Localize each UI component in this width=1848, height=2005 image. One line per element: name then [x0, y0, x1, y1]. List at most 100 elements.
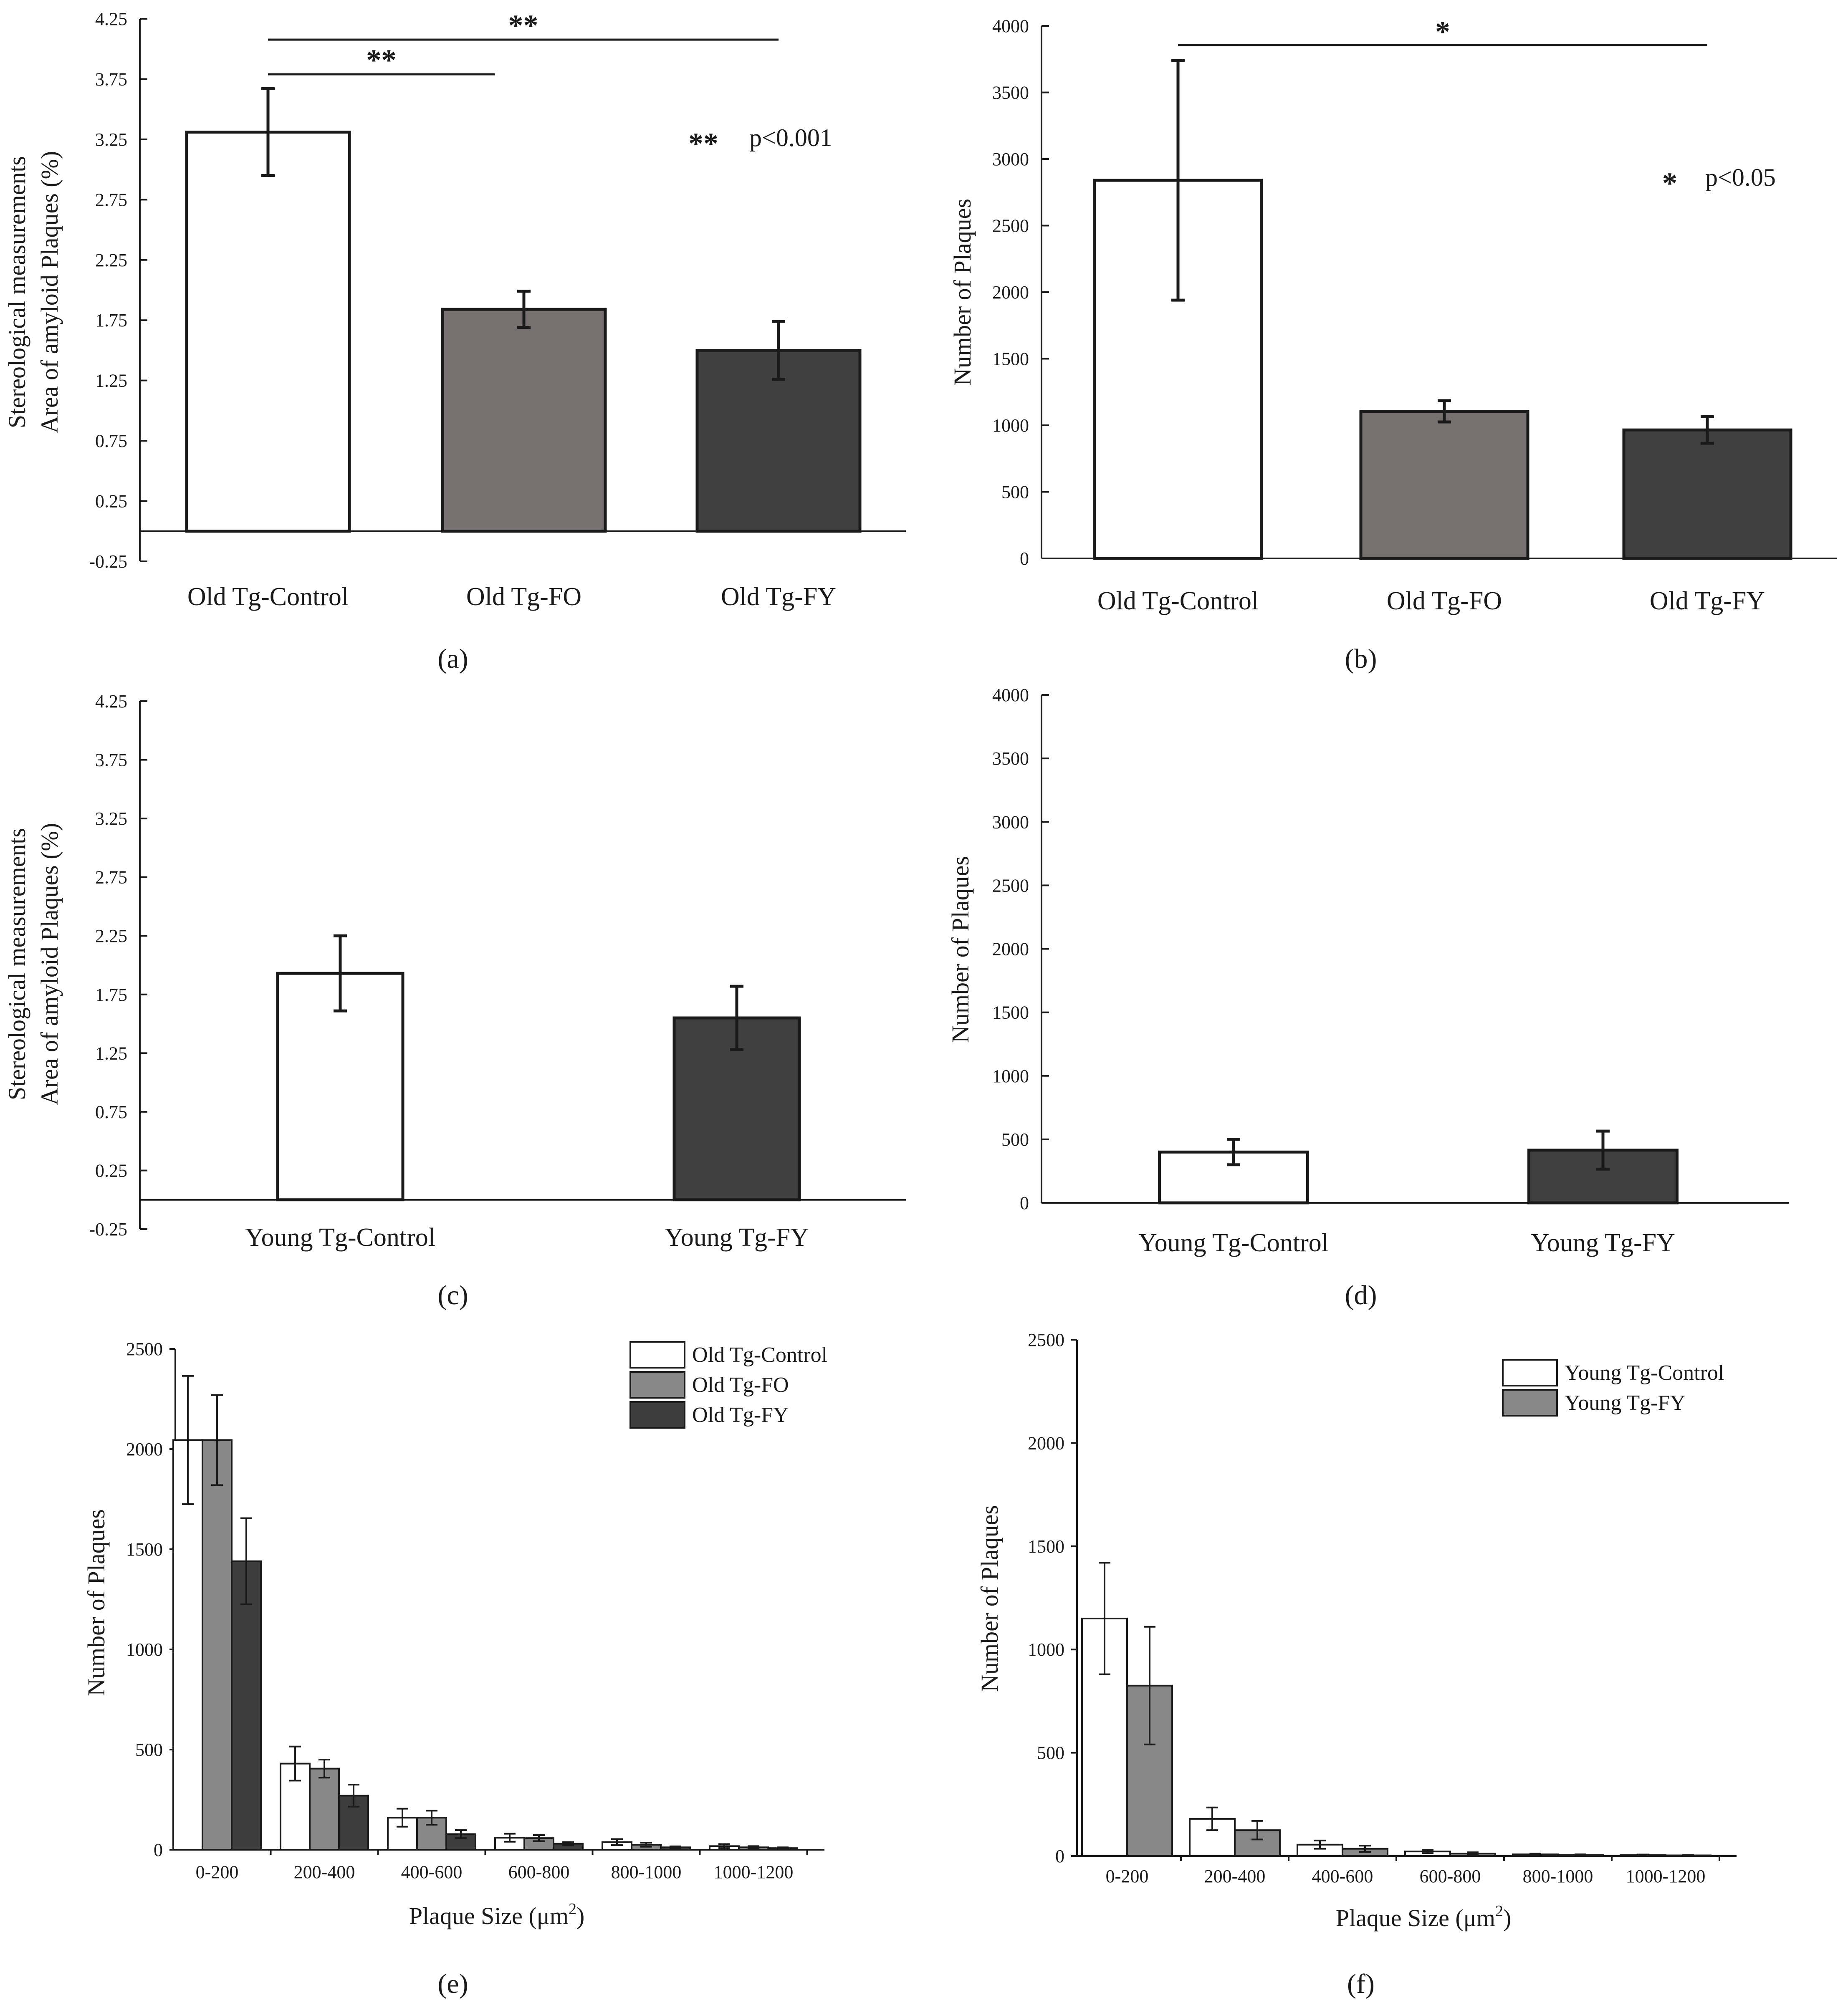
chart-panel-3: -0.25 0.25 0.75 1.25 1.75 2.25 2.75 3.25 3.75 4.2… [3, 691, 906, 1311]
hist-bar-old-tg-fo [202, 1439, 233, 1851]
x-tick-label: 200-400 [294, 1862, 355, 1882]
category-label: Old Tg-Control [1097, 587, 1259, 615]
y-axis-label-line: Number of Plaques [947, 856, 974, 1043]
y-tick-label: 4000 [992, 16, 1029, 36]
y-axis-label-line: Stereological measurements [3, 156, 30, 428]
y-tick-label: 2.25 [95, 250, 127, 270]
x-axis-label-end: ) [1503, 1904, 1511, 1932]
y-tick-label: -0.25 [89, 551, 127, 572]
y-axis-label: Number of Plaques [976, 1505, 1003, 1692]
y-tick-label: 1000 [992, 415, 1029, 436]
y-axis-label: Stereological measurements Area of amyloi… [3, 151, 63, 433]
y-tick-label: 2.75 [95, 189, 127, 210]
note-stars: * [1662, 167, 1677, 200]
y-tick-label: 0 [154, 1840, 163, 1860]
y-tick-label: 0.75 [95, 1102, 127, 1122]
y-tick-label: 0 [1020, 1193, 1029, 1213]
x-tick-label: 0-200 [1106, 1866, 1149, 1886]
y-axis-label-line: Area of amyloid Plaques (%) [36, 151, 63, 433]
y-tick-label: 1500 [992, 349, 1029, 369]
category-label: Old Tg-FY [1650, 587, 1765, 615]
y-axis-label-line: Stereological measurements [3, 828, 30, 1100]
legend-label: Old Tg-FY [692, 1403, 789, 1427]
panel-label: (b) [1345, 644, 1377, 674]
y-axis-label-line: Area of amyloid Plaques (%) [36, 823, 63, 1105]
y-tick-label: 3000 [992, 812, 1029, 832]
y-tick-label: 3.25 [95, 808, 127, 829]
bar-old-tg-control [185, 131, 351, 533]
y-tick-label: 2.75 [95, 867, 127, 888]
category-label: Old Tg-Control [187, 583, 349, 611]
y-tick-label: 3500 [992, 748, 1029, 769]
legend-swatch [629, 1401, 685, 1429]
y-tick-label: 0.75 [95, 431, 127, 451]
x-axis-label-main: Plaque Size (μm [409, 1902, 569, 1929]
significance-stars: ** [508, 9, 538, 42]
x-tick-label: 800-1000 [611, 1862, 682, 1882]
y-tick-label: 3.75 [95, 750, 127, 770]
legend-swatch [629, 1371, 685, 1399]
chart-panel-4: 0 500 1000 1500 2000 2500 3000 3500 4000 Young Tg… [947, 685, 1789, 1311]
panel-label: (e) [437, 1969, 468, 1999]
y-axis-label: Number of Plaques [949, 199, 976, 386]
y-tick-label: 2500 [992, 875, 1029, 896]
hist-bar-old-tg-fy [445, 1833, 476, 1851]
y-tick-label: 3000 [992, 149, 1029, 169]
y-tick-label: 500 [1037, 1743, 1064, 1763]
hist-bar-old-tg-fy [231, 1560, 262, 1851]
x-axis-label: Plaque Size (μm2) [1336, 1902, 1512, 1932]
x-tick-label: 800-1000 [1523, 1866, 1593, 1886]
p-value-note: p<0.05 [1705, 164, 1776, 191]
y-tick-label: 2000 [992, 939, 1029, 960]
significance-stars: * [1435, 15, 1450, 48]
category-label: Old Tg-FO [466, 583, 581, 611]
y-axis-label: Stereological measurements Area of amyloi… [3, 823, 63, 1105]
hist-bar-old-tg-control [172, 1439, 203, 1851]
x-tick-label: 0-200 [196, 1862, 239, 1882]
panel-label: (f) [1347, 1969, 1375, 1999]
hist-bar-old-tg-fo [309, 1768, 340, 1851]
y-axis-label-line: Number of Plaques [83, 1509, 110, 1696]
legend-swatch [1502, 1359, 1558, 1386]
panel-label: (d) [1345, 1280, 1377, 1311]
y-tick-label: -0.25 [89, 1219, 127, 1240]
y-tick-label: 0.25 [95, 1160, 127, 1181]
y-axis-label: Number of Plaques [947, 856, 974, 1043]
x-axis-label-main: Plaque Size (μm [1336, 1904, 1495, 1932]
category-label: Young Tg-Control [245, 1223, 435, 1252]
y-axis-label-line: Number of Plaques [976, 1505, 1003, 1692]
panel-label: (c) [437, 1280, 468, 1311]
legend-swatch [1502, 1389, 1558, 1417]
y-tick-label: 0 [1055, 1846, 1064, 1866]
y-tick-label: 1500 [1028, 1536, 1064, 1557]
x-tick-label: 200-400 [1204, 1866, 1266, 1886]
x-axis-label-sup: 2 [569, 1900, 576, 1918]
category-label: Young Tg-FY [1531, 1229, 1675, 1257]
legend-swatch [629, 1341, 685, 1369]
y-tick-label: 3500 [992, 83, 1029, 103]
y-tick-label: 4000 [992, 685, 1029, 705]
legend-label: Young Tg-Control [1565, 1361, 1724, 1385]
x-tick-label: 600-800 [508, 1862, 570, 1882]
y-tick-label: 500 [1001, 1129, 1029, 1150]
y-tick-label: 1000 [126, 1639, 163, 1660]
y-axis-label: Number of Plaques [83, 1509, 110, 1696]
y-tick-label: 2.25 [95, 926, 127, 946]
legend-label: Old Tg-FO [692, 1373, 789, 1397]
x-axis-label: Plaque Size (μm2) [409, 1900, 585, 1929]
bar-old-tg-fo [1359, 410, 1529, 560]
y-tick-label: 500 [135, 1740, 163, 1760]
y-tick-label: 1500 [126, 1539, 163, 1560]
category-label: Old Tg-FY [721, 583, 836, 611]
chart-panel-1: -0.25 0.25 0.75 1.25 1.75 2.25 2.75 3.25 3.75 4.2… [3, 9, 906, 674]
category-label: Young Tg-Control [1138, 1229, 1329, 1257]
x-axis-label-sup: 2 [1495, 1902, 1503, 1920]
x-tick-label: 400-600 [1312, 1866, 1373, 1886]
y-axis-label-line: Number of Plaques [949, 199, 976, 386]
y-tick-label: 1.25 [95, 1043, 127, 1063]
x-tick-label: 600-800 [1420, 1866, 1481, 1886]
bar-old-tg-fo [441, 308, 607, 533]
x-tick-label: 400-600 [401, 1862, 463, 1882]
y-tick-label: 2500 [126, 1339, 163, 1359]
